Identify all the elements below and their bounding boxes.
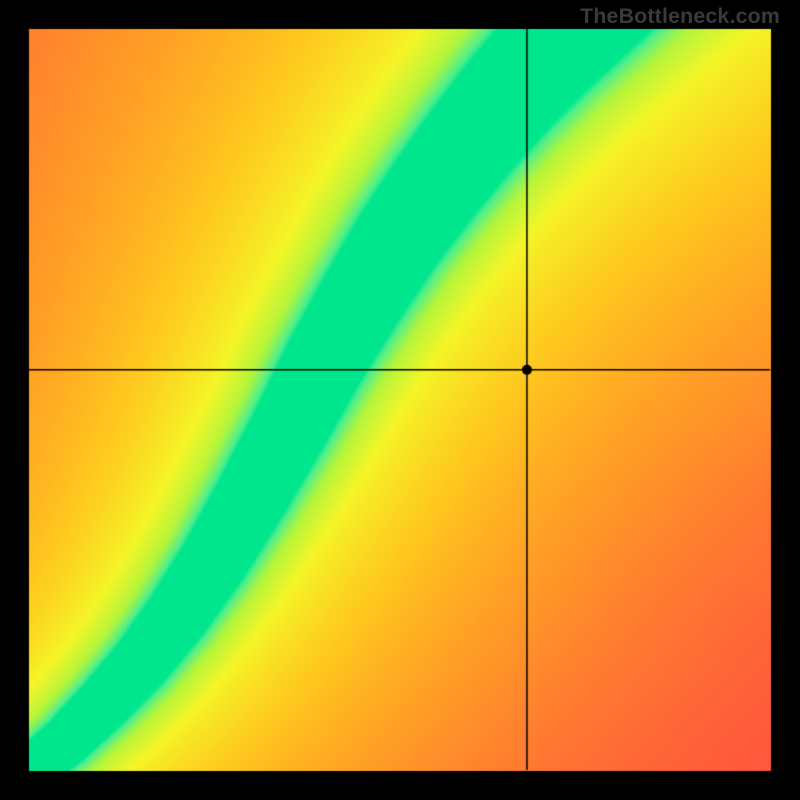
chart-container: TheBottleneck.com (0, 0, 800, 800)
watermark-text: TheBottleneck.com (580, 4, 780, 29)
bottleneck-heatmap (0, 0, 800, 800)
